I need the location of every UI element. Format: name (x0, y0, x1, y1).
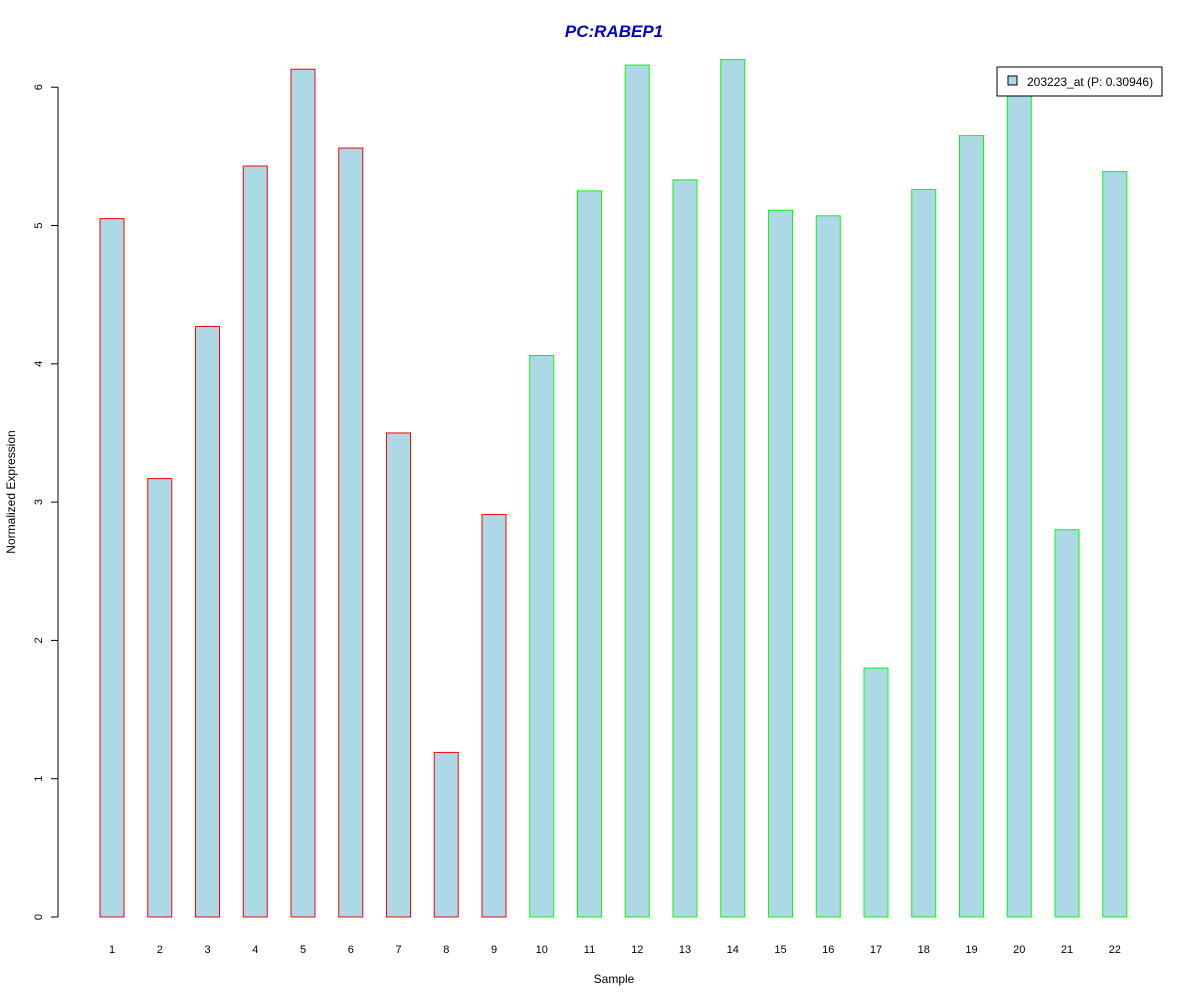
x-axis-title: Sample (594, 972, 635, 986)
bar-sample-4 (242, 165, 268, 918)
bar-sample-13 (672, 179, 698, 918)
legend: 203223_at (P: 0.30946) (996, 66, 1163, 97)
x-tick-labels: 1 2 3 4 5 6 7 8 9 10 11 12 13 14 15 16 17 18 19 20 21 22 (109, 944, 1121, 956)
y-tick-label: 5 (33, 222, 45, 228)
bar-sample-8 (433, 751, 459, 918)
x-tick-label: 3 (204, 944, 210, 956)
bar-sample-20 (1006, 94, 1032, 918)
x-tick-label: 2 (157, 944, 163, 956)
x-tick-label: 16 (822, 944, 834, 956)
legend-swatch (1007, 75, 1018, 86)
legend-label: 203223_at (P: 0.30946) (1027, 75, 1153, 89)
y-tick-label: 0 (33, 914, 45, 920)
bar-sample-19 (959, 135, 984, 918)
bar-sample-5 (290, 68, 316, 918)
x-tick-label: 10 (536, 944, 548, 956)
bar-sample-16 (815, 215, 841, 918)
bar-sample-15 (768, 209, 793, 918)
bar-sample-6 (338, 147, 364, 918)
bar-sample-21 (1054, 529, 1080, 918)
y-tick-label: 3 (33, 499, 45, 505)
bar-sample-22 (1102, 171, 1128, 918)
x-tick-label: 15 (774, 944, 786, 956)
bars (99, 59, 1128, 918)
bar-sample-11 (577, 190, 602, 918)
legend-box (996, 66, 1163, 97)
x-tick-label: 6 (348, 944, 354, 956)
y-axis: 0 1 2 3 4 5 6 (33, 84, 59, 920)
x-tick-label: 14 (727, 944, 739, 956)
bar-sample-2 (147, 478, 173, 918)
x-tick-label: 13 (679, 944, 691, 956)
bar-sample-3 (195, 325, 220, 918)
bar-sample-7 (386, 432, 411, 918)
x-tick-label: 12 (631, 944, 643, 956)
bar-sample-14 (720, 59, 746, 918)
bar-sample-18 (911, 189, 937, 918)
chart-title: PC:RABEP1 (565, 22, 663, 41)
x-tick-label: 19 (965, 944, 977, 956)
x-tick-label: 9 (491, 944, 497, 956)
x-tick-label: 18 (918, 944, 930, 956)
y-tick-label: 6 (33, 84, 45, 90)
y-tick-label: 2 (33, 637, 45, 643)
y-tick-label: 4 (33, 361, 45, 367)
y-axis-title: Normalized Expression (4, 430, 18, 553)
bar-sample-1 (99, 218, 125, 918)
bar-sample-12 (624, 64, 650, 918)
x-tick-label: 5 (300, 944, 306, 956)
y-tick-label: 1 (33, 776, 45, 782)
x-tick-label: 11 (584, 944, 595, 956)
bar-sample-10 (529, 355, 555, 918)
x-tick-label: 7 (395, 944, 401, 956)
x-tick-label: 21 (1061, 944, 1073, 956)
x-tick-label: 20 (1013, 944, 1025, 956)
x-tick-label: 1 (109, 944, 115, 956)
x-tick-label: 8 (443, 944, 449, 956)
bar-sample-17 (863, 667, 889, 918)
x-tick-label: 17 (870, 944, 882, 956)
bar-sample-9 (481, 514, 507, 918)
x-tick-label: 4 (252, 944, 258, 956)
x-tick-label: 22 (1109, 944, 1121, 956)
